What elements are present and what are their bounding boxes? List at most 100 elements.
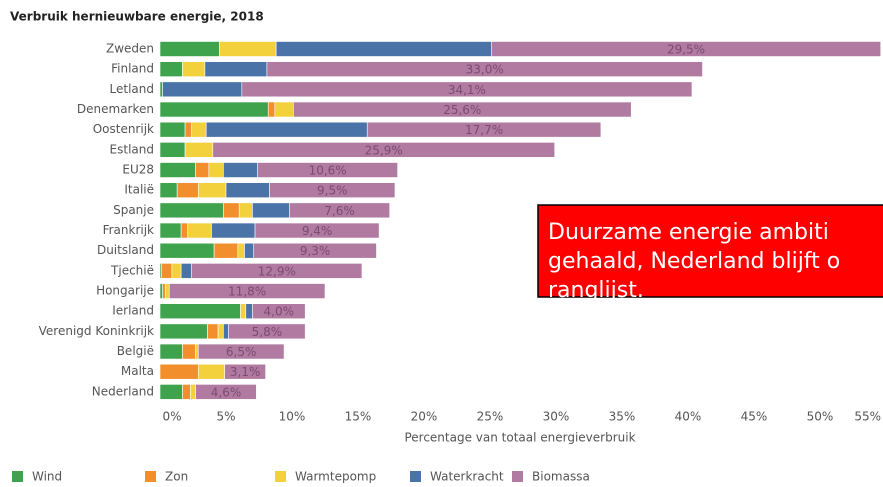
bar-segment bbox=[182, 343, 196, 360]
bar-segment bbox=[159, 121, 186, 138]
bar-segment bbox=[184, 142, 214, 158]
bar-segment bbox=[267, 101, 276, 118]
bar-segment bbox=[162, 81, 243, 98]
chart-title: Verbruik hernieuwbare energie, 2018 bbox=[10, 10, 264, 24]
bar-segment bbox=[289, 202, 390, 219]
bar-segment bbox=[293, 101, 632, 118]
data-label: 9,5% bbox=[317, 184, 348, 198]
bar-segment bbox=[223, 162, 258, 178]
bar-segment bbox=[159, 182, 178, 198]
bar-segment bbox=[217, 323, 224, 340]
bar-segment bbox=[191, 263, 363, 279]
bar-segment bbox=[257, 162, 398, 178]
x-tick-label: 45% bbox=[741, 410, 768, 424]
annotation-text: gehaald, Nederland blijft o bbox=[548, 249, 840, 274]
bar-segment bbox=[208, 162, 224, 178]
bar-segment bbox=[366, 121, 602, 138]
bar-segment bbox=[159, 41, 220, 57]
bar-segment bbox=[197, 182, 227, 198]
bar-segment bbox=[195, 384, 257, 400]
data-label: 6,5% bbox=[226, 345, 257, 359]
bar-segment bbox=[204, 61, 268, 77]
bar-segment bbox=[240, 303, 247, 320]
data-label: 10,6% bbox=[309, 164, 347, 178]
bar-segment bbox=[168, 283, 326, 299]
x-tick-label: 30% bbox=[543, 410, 570, 424]
x-tick-label: 5% bbox=[216, 410, 235, 424]
bar-segment bbox=[162, 283, 166, 299]
legend-label: Warmtepomp bbox=[295, 470, 376, 484]
bar-segment bbox=[211, 222, 256, 239]
data-label: 9,3% bbox=[300, 244, 331, 258]
data-label: 5,8% bbox=[252, 325, 283, 339]
bar-segment bbox=[254, 222, 380, 239]
x-tick-label: 15% bbox=[345, 410, 372, 424]
y-tick-label: Letland bbox=[110, 82, 154, 96]
bar-segment bbox=[159, 81, 163, 98]
bar-segment bbox=[245, 303, 253, 320]
bar-segment bbox=[159, 363, 199, 380]
legend-label: Biomassa bbox=[532, 470, 590, 484]
bar-segment bbox=[253, 242, 377, 259]
x-tick-label: 0% bbox=[162, 410, 181, 424]
bar-segment bbox=[223, 323, 229, 340]
y-tick-label: EU28 bbox=[122, 163, 154, 177]
bar-segment bbox=[159, 303, 241, 320]
bar-segment bbox=[274, 101, 294, 118]
bar-segment bbox=[228, 323, 306, 340]
annotation-text: ranglijst. bbox=[548, 278, 644, 303]
bar-segment bbox=[491, 41, 882, 57]
legend-swatch bbox=[275, 471, 286, 482]
y-tick-label: Nederland bbox=[92, 384, 154, 398]
y-tick-label: Frankrijk bbox=[103, 223, 154, 237]
bar-segment bbox=[197, 363, 225, 380]
y-tick-label: Denemarken bbox=[77, 102, 154, 116]
y-tick-label: Malta bbox=[121, 364, 154, 378]
bar-segment bbox=[159, 162, 196, 178]
bar-segment bbox=[195, 162, 210, 178]
data-label: 12,9% bbox=[258, 264, 296, 278]
bar-segment bbox=[224, 363, 266, 380]
data-label: 29,5% bbox=[667, 43, 705, 57]
bar-segment bbox=[159, 283, 163, 299]
data-label: 9,4% bbox=[302, 224, 333, 238]
annotation-background bbox=[537, 204, 883, 298]
y-tick-label: Oostenrijk bbox=[93, 122, 154, 136]
bar-segment bbox=[187, 222, 212, 239]
bar-segment bbox=[207, 323, 219, 340]
bar-segment bbox=[205, 121, 368, 138]
bar-segment bbox=[159, 202, 224, 219]
annotation-box: Duurzame energie ambiti gehaald, Nederlan… bbox=[537, 204, 883, 303]
y-tick-label: België bbox=[117, 344, 154, 358]
data-label: 7,6% bbox=[324, 204, 355, 218]
x-tick-label: 20% bbox=[411, 410, 438, 424]
bar-segment bbox=[252, 303, 306, 320]
x-tick-label: 40% bbox=[675, 410, 702, 424]
legend-swatch bbox=[410, 471, 421, 482]
annotation-text: Duurzame energie ambiti bbox=[548, 220, 829, 245]
bar-segment bbox=[223, 202, 240, 219]
x-tick-label: 50% bbox=[807, 410, 834, 424]
bar-segment bbox=[164, 283, 170, 299]
bar-segment bbox=[237, 242, 245, 259]
legend-swatch bbox=[12, 471, 23, 482]
bar-segment bbox=[252, 202, 290, 219]
legend-swatch bbox=[145, 471, 156, 482]
y-tick-label: Finland bbox=[111, 62, 154, 76]
bar-segment bbox=[171, 263, 182, 279]
bar-segment bbox=[191, 121, 207, 138]
x-tick-label: 55% bbox=[854, 410, 881, 424]
bar-segment bbox=[159, 343, 183, 360]
bar-segment bbox=[213, 242, 239, 259]
bar-segment bbox=[219, 41, 277, 57]
bar-segment bbox=[238, 202, 253, 219]
y-tick-label: Hongarije bbox=[96, 284, 154, 298]
y-tick-label: Ierland bbox=[112, 304, 154, 318]
data-label: 33,0% bbox=[466, 63, 504, 77]
legend-swatch bbox=[512, 471, 523, 482]
x-axis-label: Percentage van totaal energieverbruik bbox=[404, 431, 635, 445]
bar-segment bbox=[161, 263, 173, 279]
bar-segment bbox=[159, 242, 215, 259]
bar-segment bbox=[182, 384, 191, 400]
